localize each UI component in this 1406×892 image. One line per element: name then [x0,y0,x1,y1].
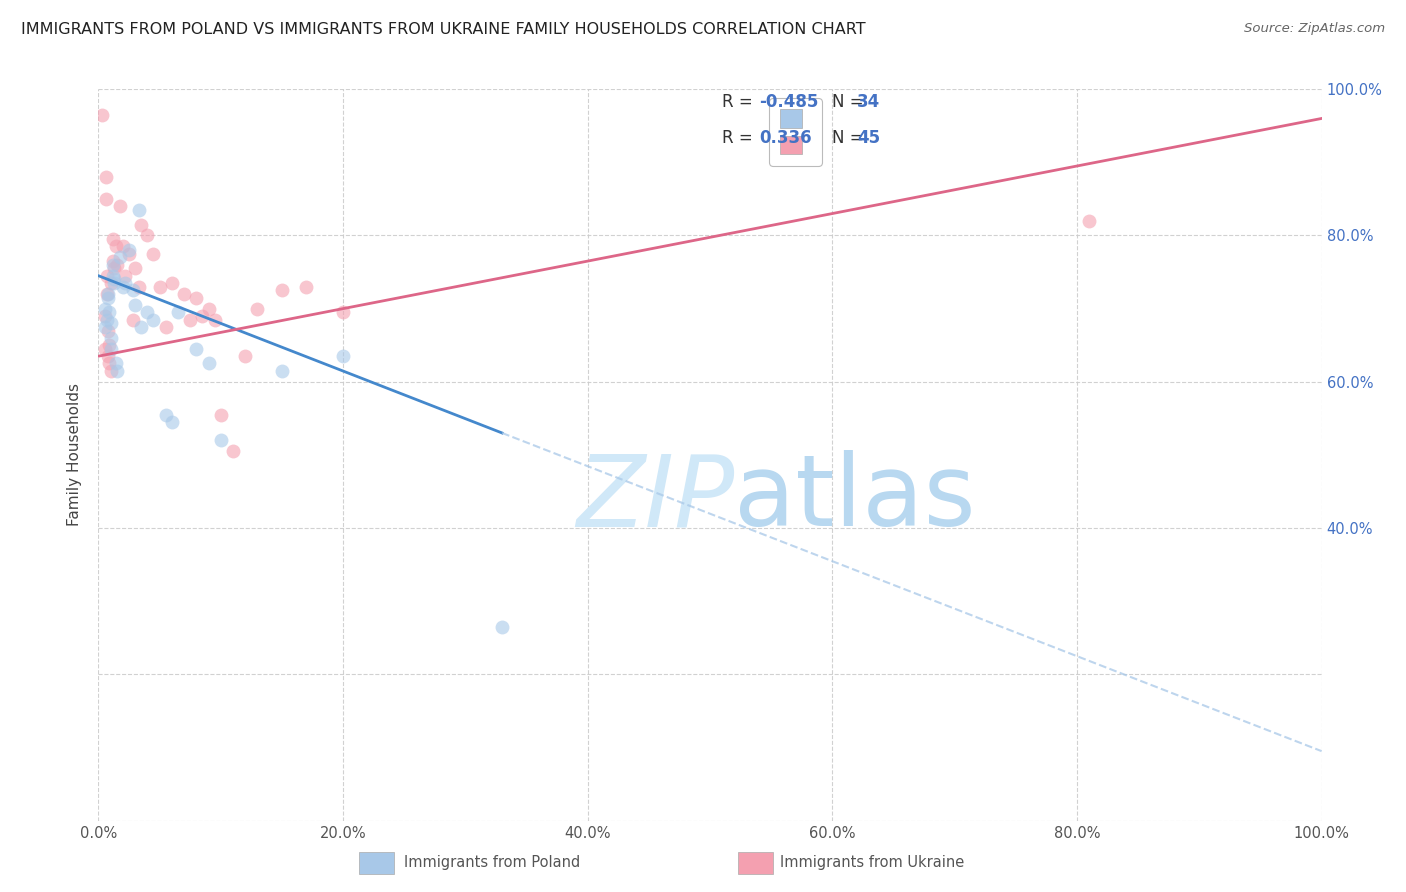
Text: Immigrants from Ukraine: Immigrants from Ukraine [779,855,965,870]
Point [103,261,125,276]
Text: atlas: atlas [734,450,976,548]
Point [204,312,226,326]
Point [209,408,232,422]
Point [101,254,124,268]
Point [160,415,183,429]
Point [93,342,115,356]
Point [114,268,136,283]
Point [155,320,177,334]
Text: N =: N = [832,129,869,147]
Point [1078,214,1101,228]
Point [97,287,120,301]
Point [103,276,125,290]
Bar [359,852,394,874]
Point [98,338,121,352]
Point [295,279,318,293]
Point [270,284,294,298]
Point [98,356,121,371]
Point [100,276,122,290]
Point [142,312,165,326]
Text: R =: R = [723,93,758,111]
Point [197,301,219,316]
Point [97,291,120,305]
Point [167,305,190,319]
Text: N =: N = [832,93,869,111]
Point [246,301,269,316]
Point [149,279,172,293]
Point [121,284,143,298]
Point [186,342,208,356]
Point [105,258,128,272]
Text: Immigrants from Poland: Immigrants from Poland [404,855,581,870]
Point [128,279,150,293]
Point [101,258,124,272]
Point [121,312,143,326]
Point [173,287,195,301]
Point [91,108,114,122]
Point [97,324,120,338]
Point [136,305,159,319]
Point [179,312,201,326]
Y-axis label: Family Households: Family Households [67,384,83,526]
Point [129,218,152,232]
Point [101,268,124,283]
Point [96,268,118,283]
Point [155,408,177,422]
Point [233,349,256,363]
Point [100,364,122,378]
Point [332,305,354,319]
Point [110,199,132,213]
Point [97,349,120,363]
Point [111,279,134,293]
Bar [738,852,773,874]
Legend: , : , [769,98,823,166]
Point [222,444,245,458]
Point [104,239,127,253]
Text: IMMIGRANTS FROM POLAND VS IMMIGRANTS FROM UKRAINE FAMILY HOUSEHOLDS CORRELATION : IMMIGRANTS FROM POLAND VS IMMIGRANTS FRO… [21,22,866,37]
Text: 34: 34 [856,93,880,111]
Point [491,620,513,634]
Point [93,320,115,334]
Point [270,364,294,378]
Text: R =: R = [723,129,758,147]
Text: -0.485: -0.485 [759,93,818,111]
Point [100,331,122,345]
Point [103,272,125,286]
Text: Source: ZipAtlas.com: Source: ZipAtlas.com [1244,22,1385,36]
Point [160,276,183,290]
Point [100,316,122,330]
Point [186,291,208,305]
Point [129,320,152,334]
Point [197,356,219,371]
Point [142,246,165,260]
Point [98,305,121,319]
Point [94,169,117,184]
Point [104,356,127,371]
Point [110,251,132,265]
Point [93,309,115,323]
Point [111,239,134,253]
Point [93,301,115,316]
Text: ZIP: ZIP [576,450,734,548]
Text: 0.336: 0.336 [759,129,811,147]
Text: 45: 45 [856,129,880,147]
Point [96,312,118,326]
Point [94,192,117,206]
Point [105,364,128,378]
Point [100,342,122,356]
Point [136,228,159,243]
Point [96,287,118,301]
Point [118,246,141,260]
Point [118,243,141,257]
Point [332,349,354,363]
Point [101,232,124,246]
Point [124,298,146,312]
Point [128,202,150,217]
Point [114,276,136,290]
Point [191,309,214,323]
Point [209,434,232,448]
Point [124,261,146,276]
